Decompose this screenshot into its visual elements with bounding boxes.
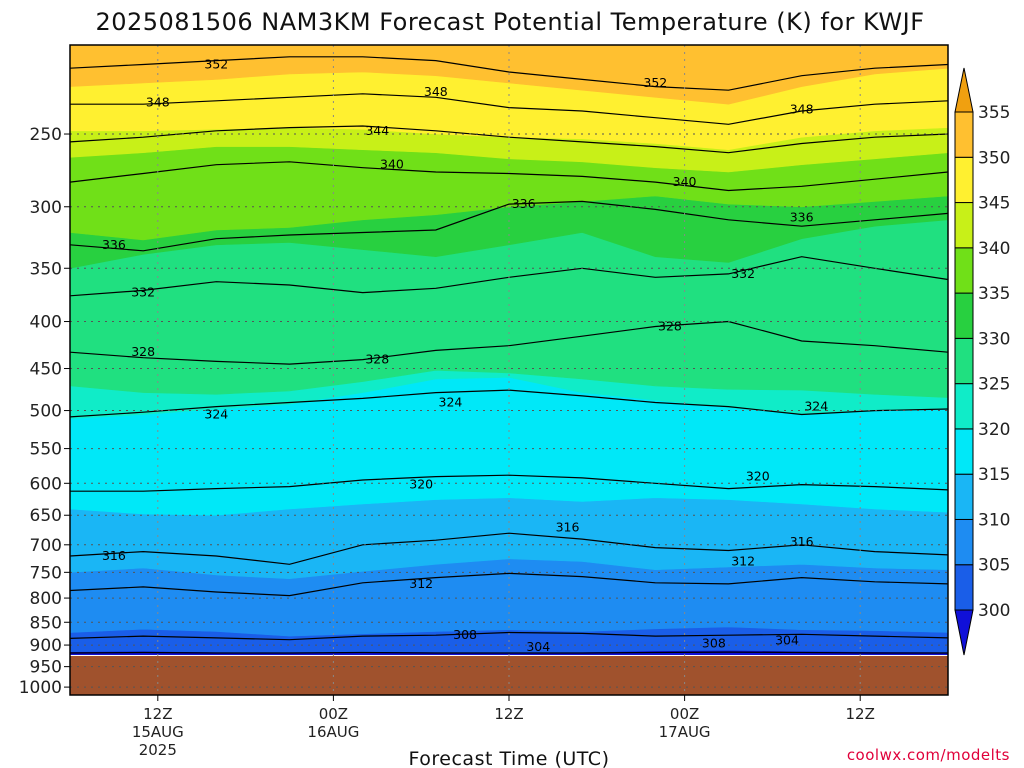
contour-label-304: 304	[775, 633, 799, 648]
contour-340	[69, 161, 949, 192]
y-tick-label-950: 950	[30, 658, 62, 678]
colorbar-segment-325	[954, 337, 974, 385]
contour-336	[69, 200, 949, 252]
colorbar: 300 305 310 315 320 325 330 335 340 345 350 355	[954, 67, 1010, 656]
contour-label-320: 320	[746, 469, 770, 484]
contour-304	[69, 651, 948, 654]
x-tick-date: 15AUG	[132, 723, 184, 741]
x-tick-label: 00Z	[319, 705, 348, 723]
colorbar-label-300: 300	[978, 601, 1010, 621]
contour-348	[70, 93, 949, 125]
y-tick-label-600: 600	[30, 474, 62, 494]
contour-label-336: 336	[790, 209, 814, 224]
contour-328	[69, 320, 949, 365]
y-tick-label-300: 300	[30, 198, 62, 218]
contour-308	[69, 631, 949, 641]
credit-text: coolwx.com/modelts	[847, 746, 1010, 764]
x-tick-label: 12Z	[143, 705, 172, 723]
contour-label-348: 348	[424, 84, 448, 99]
contour-label-304: 304	[526, 639, 550, 654]
y-tick-label-750: 750	[30, 563, 62, 583]
colorbar-label-355: 355	[978, 103, 1010, 123]
contour-label-308: 308	[453, 627, 477, 642]
x-tick-label: 12Z	[494, 705, 523, 723]
contour-label-316: 316	[790, 534, 814, 549]
colorbar-segment-310	[954, 473, 974, 520]
y-axis: 250 300 350 400 450 500 550 600 650 700 750 800 850 9…	[19, 125, 70, 698]
y-tick-label-850: 850	[30, 613, 62, 633]
contour-label-316: 316	[102, 548, 126, 563]
x-tick-date: 17AUG	[659, 723, 711, 741]
y-tick-label-500: 500	[30, 402, 62, 422]
colorbar-label-345: 345	[978, 194, 1010, 214]
contour-label-336: 336	[512, 196, 536, 211]
colorbar-segment-345	[954, 156, 974, 204]
y-tick-label-350: 350	[30, 259, 62, 279]
y-tick-label-700: 700	[30, 536, 62, 556]
contour-label-336: 336	[102, 237, 126, 252]
y-tick-label-800: 800	[30, 589, 62, 609]
y-tick-label-550: 550	[30, 440, 62, 460]
colorbar-label-315: 315	[978, 465, 1010, 485]
colorbar-label-350: 350	[978, 148, 1010, 168]
contour-label-332: 332	[731, 266, 755, 281]
colorbar-label-325: 325	[978, 375, 1010, 395]
plot-area: 3523483483523483443403403363363363323323…	[69, 44, 949, 696]
x-tick-label: 00Z	[670, 705, 699, 723]
colorbar-segment-300	[954, 564, 974, 611]
x-axis-label: Forecast Time (UTC)	[409, 748, 610, 768]
colorbar-label-305: 305	[978, 556, 1010, 576]
colorbar-lower-triangle	[954, 609, 974, 656]
contour-324	[69, 389, 949, 418]
contour-label-328: 328	[131, 344, 155, 359]
contour-label-312: 312	[409, 576, 433, 591]
colorbar-label-340: 340	[978, 239, 1010, 259]
contour-label-348: 348	[790, 101, 814, 116]
colorbar-segment-330	[954, 292, 974, 339]
y-tick-label-1000: 1000	[19, 678, 62, 698]
contour-label-352: 352	[204, 56, 228, 71]
contour-label-324: 324	[204, 407, 228, 422]
contour-label-312: 312	[731, 554, 755, 569]
contour-label-316: 316	[556, 519, 580, 534]
y-tick-label-900: 900	[30, 636, 62, 656]
colorbar-segment-320	[954, 383, 974, 430]
y-tick-label-250: 250	[30, 125, 62, 145]
colorbar-segment-315	[954, 428, 974, 475]
x-tick-year: 2025	[139, 741, 177, 759]
contour-320	[70, 474, 949, 492]
contour-label-352: 352	[643, 75, 667, 90]
colorbar-segment-335	[954, 247, 974, 294]
y-tick-label-400: 400	[30, 313, 62, 333]
contour-label-328: 328	[365, 352, 389, 367]
contour-label-308: 308	[702, 636, 726, 651]
colorbar-segment-350	[954, 111, 974, 158]
y-tick-label-650: 650	[30, 506, 62, 526]
contour-316	[69, 532, 949, 565]
y-tick-label-450: 450	[30, 360, 62, 380]
colorbar-segment-305	[954, 518, 974, 566]
contour-label-324: 324	[804, 399, 828, 414]
contour-label-344: 344	[365, 123, 389, 138]
colorbar-upper-triangle	[954, 67, 974, 113]
x-tick-date: 16AUG	[307, 723, 359, 741]
chart-title: 2025081506 NAM3KM Forecast Potential Tem…	[95, 8, 924, 36]
colorbar-segment-340	[954, 202, 974, 249]
x-tick-label: 12Z	[846, 705, 875, 723]
contour-label-320: 320	[409, 477, 433, 492]
colorbar-label-320: 320	[978, 420, 1010, 440]
contour-312	[69, 572, 949, 597]
contour-label-340: 340	[673, 174, 697, 189]
contour-label-340: 340	[380, 157, 404, 172]
contour-352	[69, 56, 949, 91]
colorbar-label-335: 335	[978, 284, 1010, 304]
contour-label-324: 324	[439, 395, 463, 410]
colorbar-label-310: 310	[978, 510, 1010, 530]
colorbar-label-330: 330	[978, 329, 1010, 349]
contour-label-328: 328	[658, 318, 682, 333]
contour-label-332: 332	[131, 285, 155, 300]
